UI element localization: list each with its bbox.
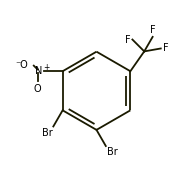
Text: Br: Br	[42, 128, 52, 138]
Text: N: N	[35, 66, 42, 76]
Text: O: O	[34, 84, 41, 94]
Text: F: F	[150, 25, 155, 35]
Text: F: F	[125, 35, 130, 45]
Text: +: +	[43, 63, 49, 72]
Text: F: F	[163, 43, 168, 53]
Text: Br: Br	[107, 147, 118, 157]
Text: ⁻O: ⁻O	[15, 60, 28, 70]
